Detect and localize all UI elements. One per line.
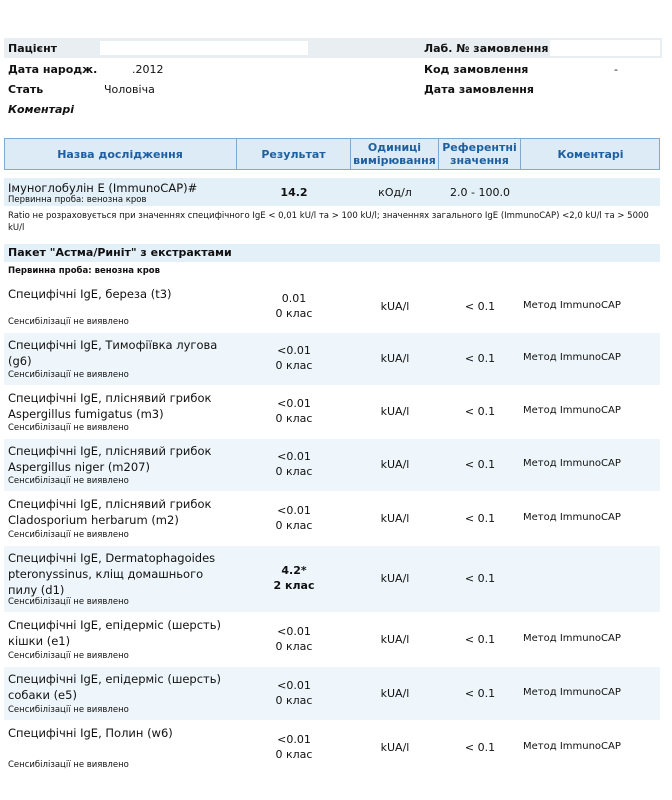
column-header: Результат: [237, 138, 351, 170]
comment: Метод ImmunoCAP: [523, 352, 621, 363]
unit: kUA/l: [380, 686, 410, 700]
column-header: Назва дослідження: [4, 138, 237, 170]
class: 0 клас: [275, 748, 313, 761]
test-name: Специфічні IgE, Полин (w6): [8, 726, 173, 740]
label: Лаб. № замовлення: [424, 42, 549, 55]
label: Коментарі: [8, 103, 75, 116]
reference: < 0.1: [464, 511, 496, 525]
note: Сенсибілізації не виявлено: [8, 317, 129, 327]
note: Сенсибілізації не виявлено: [8, 423, 129, 433]
row-bg: [4, 333, 660, 385]
section-title: Пакет "Астма/Риніт" з екстрактами: [8, 246, 232, 259]
class: 0 клас: [275, 639, 313, 653]
unit: kUA/l: [380, 352, 410, 365]
column-header: Коментарі: [557, 147, 624, 161]
redacted: [100, 41, 308, 55]
note: Сенсибілізації не виявлено: [8, 476, 129, 486]
test-name: Специфічні IgE, пліснявий грибок Cladosp…: [8, 497, 212, 527]
class: 0 клас: [275, 693, 313, 707]
value: -: [614, 63, 618, 76]
result: 0.01: [281, 292, 307, 305]
class: 0 клас: [275, 465, 313, 478]
test-name: Специфічні IgE, епідерміс (шерсть) кішки…: [8, 618, 222, 648]
result: 14.2: [280, 186, 308, 199]
reference: < 0.1: [464, 741, 496, 754]
comment: Метод ImmunoCAP: [523, 632, 621, 644]
result: <0.01: [277, 624, 311, 638]
column-header: Одиниці вимірювання: [351, 138, 439, 170]
class: 0 клас: [275, 307, 313, 320]
result: 4.2*: [281, 564, 307, 577]
result: <0.01: [277, 450, 311, 463]
reference: 2.0 - 100.0: [450, 186, 510, 199]
label: Стать: [8, 83, 44, 96]
row-bg: [4, 178, 660, 206]
class: 0 клас: [275, 518, 313, 532]
test-name: Специфічні IgE, Тимофіївка лугова (g6): [8, 338, 218, 368]
result: <0.01: [277, 733, 311, 746]
label: Дата замовлення: [424, 83, 534, 96]
row-bg: [4, 667, 660, 720]
reference: < 0.1: [464, 352, 496, 365]
test-name: Специфічні IgE, береза (t3): [8, 287, 172, 301]
sample: Первинна проба: венозна кров: [8, 195, 147, 205]
unit: кОд/л: [378, 186, 412, 199]
unit: kUA/l: [380, 405, 410, 418]
label: Дата народж.: [8, 63, 98, 76]
comment: Метод ImmunoCAP: [523, 741, 621, 752]
note: Сенсибілізації не виявлено: [8, 705, 129, 715]
note: Сенсибілізації не виявлено: [8, 760, 129, 770]
note: Сенсибілізації не виявлено: [8, 597, 129, 607]
test-name: Специфічні IgE, Dermatophagoides pterony…: [8, 551, 216, 597]
reference: < 0.1: [464, 572, 496, 585]
class: 0 клас: [275, 412, 313, 425]
comment: Метод ImmunoCAP: [523, 458, 621, 469]
result: <0.01: [277, 344, 311, 357]
row-bg: [4, 546, 660, 612]
class: 0 клас: [275, 359, 313, 372]
test-name: Специфічні IgE, пліснявий грибок Aspergi…: [8, 391, 212, 421]
comment: Метод ImmunoCAP: [523, 300, 621, 311]
table-header: [4, 138, 660, 170]
note: Сенсибілізації не виявлено: [8, 651, 129, 661]
value: Чоловіча: [104, 83, 155, 96]
reference: < 0.1: [464, 458, 496, 471]
reference: < 0.1: [464, 405, 496, 418]
unit: kUA/l: [380, 741, 410, 754]
row-bg: [4, 439, 660, 491]
result: <0.01: [277, 397, 311, 410]
column-header: Референтні значення: [439, 138, 521, 170]
section-bg: [4, 244, 660, 262]
reference: < 0.1: [464, 300, 496, 313]
value: .2012: [132, 63, 164, 76]
comment: Метод ImmunoCAP: [523, 405, 621, 416]
unit: kUA/l: [380, 511, 410, 525]
note: Сенсибілізації не виявлено: [8, 530, 129, 540]
result: <0.01: [277, 678, 311, 692]
unit: kUA/l: [380, 300, 410, 313]
result: <0.01: [277, 503, 311, 517]
ratio-note: Ratio не розраховується при значеннях сп…: [8, 211, 649, 233]
comment: Метод ImmunoCAP: [523, 686, 621, 698]
test-name: Імуноглобулін Е (ImmunoCAP)#: [8, 181, 198, 195]
unit: kUA/l: [380, 572, 410, 585]
label: Код замовлення: [424, 63, 529, 76]
test-name: Специфічні IgE, пліснявий грибок Aspergi…: [8, 444, 212, 474]
label: Пацієнт: [8, 42, 58, 55]
note: Сенсибілізації не виявлено: [8, 370, 129, 380]
reference: < 0.1: [464, 632, 496, 646]
redacted: [550, 40, 660, 56]
reference: < 0.1: [464, 686, 496, 700]
unit: kUA/l: [380, 632, 410, 646]
sample: Первинна проба: венозна кров: [8, 266, 160, 276]
comment: Метод ImmunoCAP: [523, 511, 621, 523]
class: 2 клас: [273, 579, 315, 592]
unit: kUA/l: [380, 458, 410, 471]
test-name: Специфічні IgE, епідерміс (шерсть) собак…: [8, 672, 222, 702]
